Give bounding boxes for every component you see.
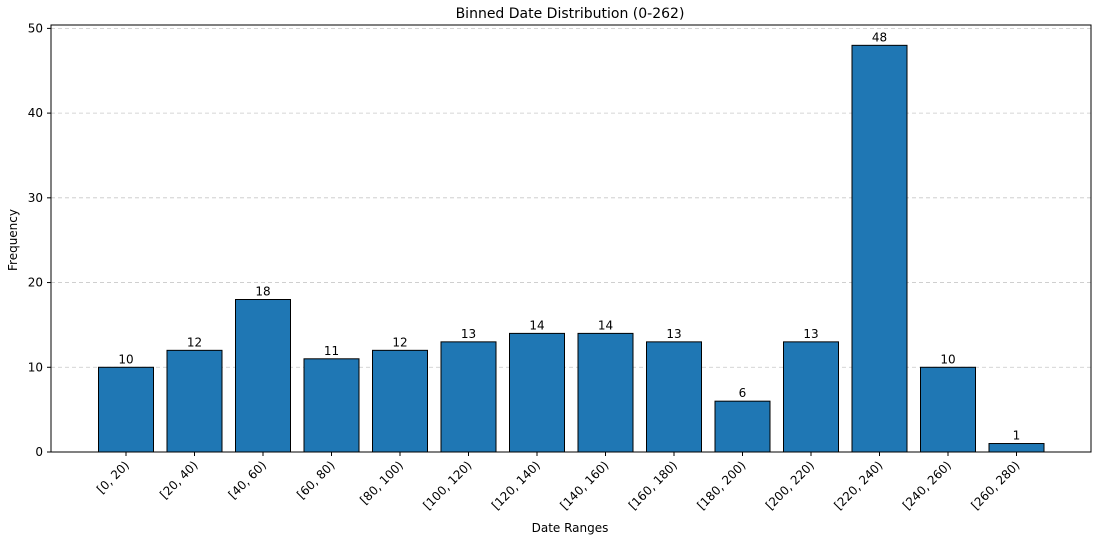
x-tick-label: [20, 40) bbox=[157, 458, 201, 502]
bar bbox=[646, 341, 702, 453]
x-tick-label: [200, 220) bbox=[763, 458, 817, 512]
bar bbox=[235, 299, 291, 453]
bar bbox=[166, 349, 223, 453]
y-tick-label: 10 bbox=[28, 360, 43, 374]
bars bbox=[98, 44, 1045, 453]
x-tick-label: [100, 120) bbox=[420, 458, 474, 512]
x-tick-label: [40, 60) bbox=[226, 458, 270, 502]
bar-value-label: 10 bbox=[118, 352, 133, 366]
bar bbox=[98, 366, 154, 453]
y-axis-label: Frequency bbox=[6, 209, 20, 271]
x-tick-label: [140, 160) bbox=[557, 458, 611, 512]
bar bbox=[988, 443, 1045, 453]
bar bbox=[440, 341, 497, 453]
bar bbox=[851, 44, 908, 453]
bar-value-label: 13 bbox=[666, 327, 681, 341]
x-tick-label: [160, 180) bbox=[626, 458, 680, 512]
bar-value-label: 13 bbox=[803, 327, 818, 341]
x-axis-label: Date Ranges bbox=[532, 521, 609, 535]
x-tick-label: [220, 240) bbox=[831, 458, 885, 512]
bar bbox=[577, 332, 634, 453]
x-tick-label: [240, 260) bbox=[900, 458, 954, 512]
y-tick-label: 30 bbox=[28, 191, 43, 205]
grid-lines bbox=[51, 27, 1091, 368]
bar-value-label: 1 bbox=[1013, 429, 1021, 443]
x-tick-label: [60, 80) bbox=[294, 458, 338, 502]
x-tick-label: [120, 140) bbox=[489, 458, 543, 512]
bar-value-label: 13 bbox=[461, 327, 476, 341]
x-tick-label: [260, 280) bbox=[968, 458, 1022, 512]
data-labels: 10 12 18 11 12 13 14 14 13 6 13 48 10 1 bbox=[118, 30, 1020, 442]
bar bbox=[303, 358, 360, 453]
bar-value-label: 10 bbox=[940, 352, 955, 366]
bar-value-label: 12 bbox=[187, 335, 202, 349]
bar bbox=[372, 349, 428, 453]
bar bbox=[509, 332, 565, 453]
bar bbox=[783, 341, 839, 453]
x-tick-label: [80, 100) bbox=[357, 458, 406, 507]
bar-value-label: 6 bbox=[739, 386, 747, 400]
x-tick-label: [0, 20) bbox=[94, 458, 132, 496]
y-tick-label: 0 bbox=[35, 445, 43, 459]
bar bbox=[920, 366, 976, 453]
x-tick-label: [180, 200) bbox=[694, 458, 748, 512]
bar-value-label: 18 bbox=[255, 285, 270, 299]
x-axis-ticks: [0, 20) [20, 40) [40, 60) [60, 80) [80, 100)… bbox=[94, 452, 1023, 513]
plot-frame bbox=[50, 24, 1092, 453]
bar-value-label: 14 bbox=[598, 318, 613, 332]
bar-value-label: 11 bbox=[324, 344, 339, 358]
bar bbox=[714, 400, 771, 453]
bar-value-label: 14 bbox=[529, 318, 544, 332]
y-axis-ticks: 0 10 20 30 40 50 bbox=[28, 21, 51, 459]
y-tick-label: 20 bbox=[28, 276, 43, 290]
y-tick-label: 40 bbox=[28, 106, 43, 120]
bar-value-label: 12 bbox=[392, 335, 407, 349]
bar-value-label: 48 bbox=[872, 30, 887, 44]
chart-title: Binned Date Distribution (0-262) bbox=[456, 6, 685, 22]
y-tick-label: 50 bbox=[28, 21, 43, 35]
